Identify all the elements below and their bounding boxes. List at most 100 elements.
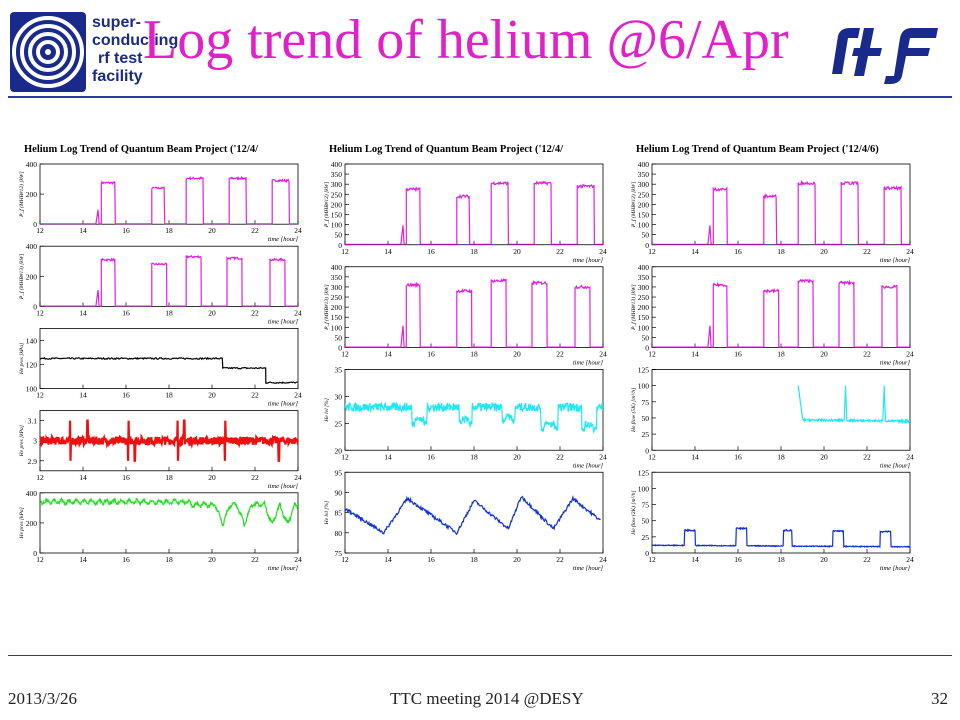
series-line-magenta bbox=[652, 179, 910, 245]
x-tick-label: 16 bbox=[122, 391, 130, 400]
x-tick-label: 22 bbox=[556, 350, 564, 359]
y-tick-label: 0 bbox=[645, 549, 649, 558]
x-axis-label: time [hour] bbox=[880, 360, 911, 367]
y-tick-label: 150 bbox=[638, 313, 650, 322]
y-tick-label: 50 bbox=[335, 231, 343, 240]
x-tick-label: 24 bbox=[906, 350, 914, 359]
x-axis-label: time [hour] bbox=[268, 565, 299, 572]
y-axis-label: He flow (2K) [m³/h] bbox=[630, 490, 637, 535]
y-tick-label: 200 bbox=[26, 190, 38, 199]
y-tick-label: 100 bbox=[331, 221, 343, 230]
x-tick-label: 14 bbox=[384, 350, 392, 359]
x-tick-label: 14 bbox=[79, 555, 87, 564]
x-tick-label: 12 bbox=[648, 350, 656, 359]
x-tick-label: 18 bbox=[777, 350, 785, 359]
x-tick-label: 16 bbox=[427, 555, 435, 564]
x-tick-label: 14 bbox=[691, 452, 699, 461]
x-tick-label: 12 bbox=[648, 555, 656, 564]
y-tick-label: 100 bbox=[638, 221, 650, 230]
y-tick-label: 200 bbox=[638, 200, 650, 209]
plot-frame bbox=[651, 266, 911, 348]
y-tick-label: 0 bbox=[645, 241, 649, 250]
chart-column-3: Helium Log Trend of Quantum Beam Project… bbox=[630, 144, 914, 572]
x-axis-label: time [hour] bbox=[573, 360, 604, 367]
y-tick-label: 200 bbox=[638, 303, 650, 312]
x-tick-label: 14 bbox=[691, 555, 699, 564]
x-axis-label: time [hour] bbox=[268, 401, 299, 408]
x-tick-label: 16 bbox=[734, 452, 742, 461]
y-tick-label: 25 bbox=[642, 533, 650, 542]
y-tick-label: 300 bbox=[331, 283, 343, 292]
x-tick-label: 22 bbox=[251, 226, 259, 235]
y-tick-label: 3.1 bbox=[28, 417, 38, 426]
x-tick-label: 20 bbox=[208, 226, 216, 235]
chart-column-title: Helium Log Trend of Quantum Beam Project… bbox=[24, 144, 259, 155]
stf-wordmark-logo bbox=[824, 28, 938, 84]
y-axis-label: P_f (MHB#13) [kW] bbox=[18, 254, 25, 301]
x-tick-label: 14 bbox=[384, 555, 392, 564]
y-tick-label: 30 bbox=[335, 392, 343, 401]
y-tick-label: 50 bbox=[642, 231, 650, 240]
x-tick-label: 22 bbox=[251, 473, 259, 482]
x-tick-label: 14 bbox=[691, 247, 699, 256]
x-tick-label: 24 bbox=[906, 247, 914, 256]
x-tick-label: 20 bbox=[820, 350, 828, 359]
series-line-magenta bbox=[345, 180, 603, 245]
x-axis-label: time [hour] bbox=[880, 565, 911, 572]
y-tick-label: 125 bbox=[638, 468, 650, 477]
x-tick-label: 16 bbox=[734, 555, 742, 564]
x-tick-label: 14 bbox=[79, 226, 87, 235]
x-axis-label: time [hour] bbox=[573, 257, 604, 264]
x-tick-label: 18 bbox=[165, 473, 173, 482]
footer-rule bbox=[8, 655, 952, 656]
x-tick-label: 18 bbox=[777, 555, 785, 564]
footer-date: 2013/3/26 bbox=[8, 689, 77, 708]
x-tick-label: 16 bbox=[122, 555, 130, 564]
x-axis-label: time [hour] bbox=[268, 236, 299, 243]
y-axis-label: P_f (MHB#12) [kW] bbox=[18, 171, 25, 218]
x-tick-label: 22 bbox=[863, 350, 871, 359]
x-tick-label: 20 bbox=[208, 391, 216, 400]
plot-frame bbox=[344, 163, 604, 246]
y-tick-label: 400 bbox=[638, 160, 650, 169]
y-axis-label: He pres [kPa] bbox=[19, 343, 25, 375]
y-tick-label: 35 bbox=[335, 366, 343, 375]
y-tick-label: 300 bbox=[638, 283, 650, 292]
y-tick-label: 0 bbox=[338, 344, 342, 353]
y-tick-label: 350 bbox=[331, 170, 343, 179]
x-tick-label: 16 bbox=[122, 473, 130, 482]
y-axis-label: He lvl [%] bbox=[324, 398, 330, 423]
y-axis-label: He pres [kPa] bbox=[19, 507, 25, 539]
x-axis-label: time [hour] bbox=[880, 257, 911, 264]
y-tick-label: 400 bbox=[638, 263, 650, 272]
x-tick-label: 24 bbox=[294, 226, 302, 235]
x-tick-label: 16 bbox=[427, 350, 435, 359]
x-tick-label: 12 bbox=[36, 473, 44, 482]
x-axis-label: time [hour] bbox=[573, 565, 604, 572]
y-tick-label: 150 bbox=[638, 210, 650, 219]
y-tick-label: 50 bbox=[642, 333, 650, 342]
y-tick-label: 0 bbox=[33, 302, 37, 311]
stf-logo: super- conducting rf test facility bbox=[8, 6, 178, 98]
x-tick-label: 16 bbox=[122, 308, 130, 317]
y-tick-label: 20 bbox=[335, 446, 343, 455]
plot-frame bbox=[39, 163, 299, 225]
footer-page-number: 32 bbox=[931, 689, 948, 708]
series-line-blue bbox=[652, 526, 910, 549]
x-tick-label: 12 bbox=[36, 391, 44, 400]
y-tick-label: 200 bbox=[26, 519, 38, 528]
title-underline bbox=[8, 96, 952, 98]
x-tick-label: 20 bbox=[513, 247, 521, 256]
series-line-cyan bbox=[797, 385, 910, 425]
y-tick-label: 0 bbox=[645, 344, 649, 353]
x-tick-label: 20 bbox=[208, 473, 216, 482]
x-tick-label: 18 bbox=[470, 247, 478, 256]
y-tick-label: 0 bbox=[33, 549, 37, 558]
x-tick-label: 18 bbox=[165, 391, 173, 400]
chart-column-1: Helium Log Trend of Quantum Beam Project… bbox=[18, 144, 302, 572]
x-tick-label: 18 bbox=[470, 452, 478, 461]
y-axis-label: P_f (MHB#12) [kW] bbox=[630, 182, 637, 229]
